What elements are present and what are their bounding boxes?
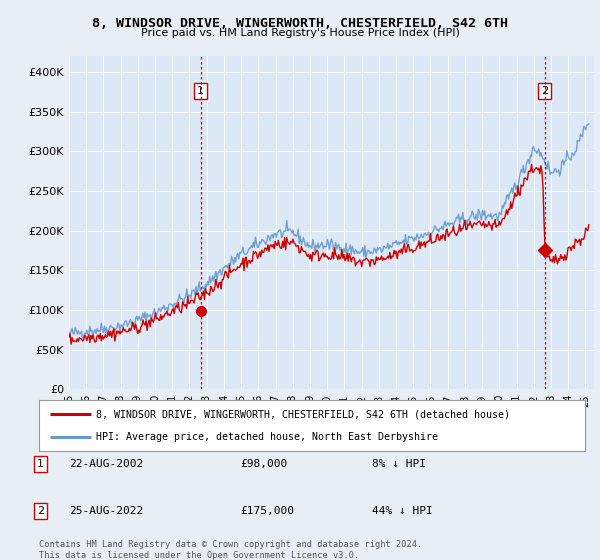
Text: £98,000: £98,000 [240,459,287,469]
Text: Contains HM Land Registry data © Crown copyright and database right 2024.
This d: Contains HM Land Registry data © Crown c… [39,540,422,560]
Text: 8, WINDSOR DRIVE, WINGERWORTH, CHESTERFIELD, S42 6TH: 8, WINDSOR DRIVE, WINGERWORTH, CHESTERFI… [92,17,508,30]
Text: 44% ↓ HPI: 44% ↓ HPI [372,506,433,516]
Text: 25-AUG-2022: 25-AUG-2022 [69,506,143,516]
Text: 8, WINDSOR DRIVE, WINGERWORTH, CHESTERFIELD, S42 6TH (detached house): 8, WINDSOR DRIVE, WINGERWORTH, CHESTERFI… [97,409,511,419]
Text: 2: 2 [37,506,44,516]
Text: 1: 1 [37,459,44,469]
Text: 2: 2 [541,86,548,96]
Text: £175,000: £175,000 [240,506,294,516]
Text: HPI: Average price, detached house, North East Derbyshire: HPI: Average price, detached house, Nort… [97,432,439,442]
Text: Price paid vs. HM Land Registry's House Price Index (HPI): Price paid vs. HM Land Registry's House … [140,28,460,38]
Text: 8% ↓ HPI: 8% ↓ HPI [372,459,426,469]
Text: 1: 1 [197,86,204,96]
Text: 22-AUG-2002: 22-AUG-2002 [69,459,143,469]
